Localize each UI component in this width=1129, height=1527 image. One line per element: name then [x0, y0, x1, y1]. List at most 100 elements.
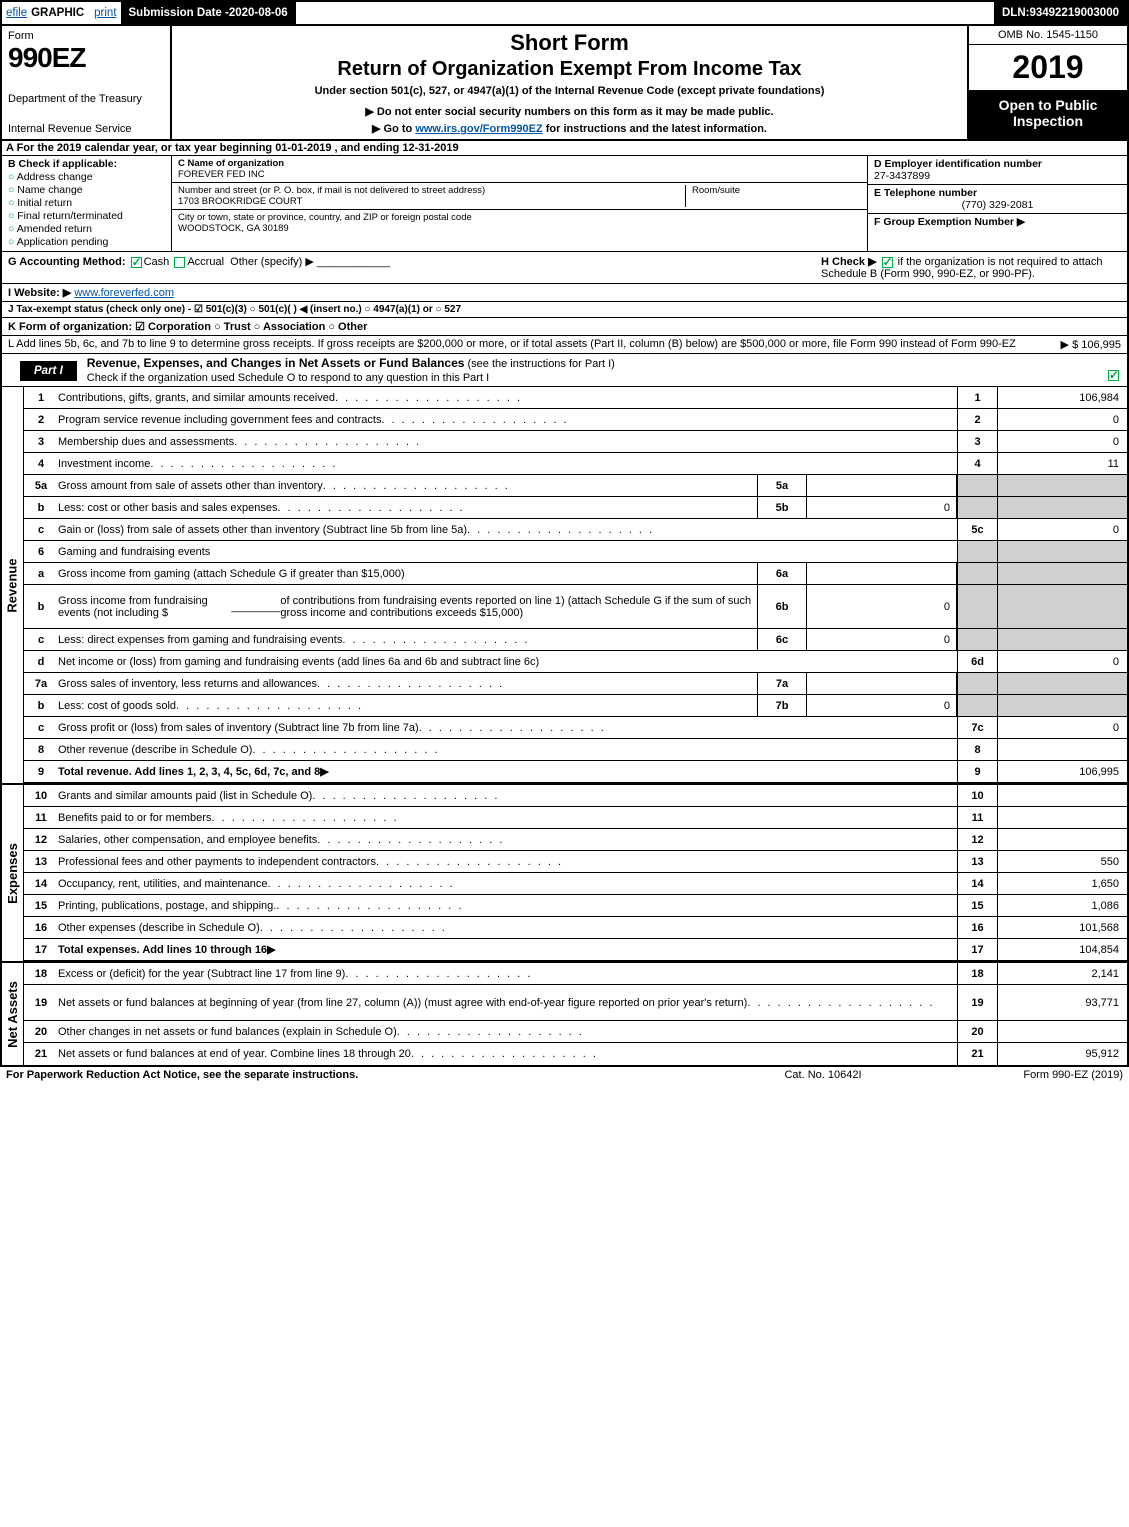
title-short-form: Short Form: [180, 30, 959, 56]
submission-date: Submission Date - 2020-08-06: [121, 2, 296, 24]
tax-year: 2019: [969, 45, 1127, 91]
chk-cash[interactable]: [131, 257, 142, 268]
title-return: Return of Organization Exempt From Incom…: [180, 58, 959, 81]
line-17-text: Total expenses. Add lines 10 through 16: [58, 939, 957, 960]
expenses-block: Expenses 10Grants and similar amounts pa…: [2, 783, 1127, 961]
line-7b-midval: 0: [807, 695, 957, 716]
line-7a-midval: [807, 673, 957, 694]
dept-irs: Internal Revenue Service: [8, 123, 164, 135]
line-5c-text: Gain or (loss) from sale of assets other…: [58, 519, 957, 540]
line-20-val: [997, 1021, 1127, 1042]
room-suite-label: Room/suite: [686, 185, 861, 207]
line-14-val: 1,650: [997, 873, 1127, 894]
note-ssn: ▶ Do not enter social security numbers o…: [180, 105, 959, 118]
irs-link[interactable]: www.irs.gov/Form990EZ: [415, 123, 542, 135]
header-left: Form 990EZ Department of the Treasury In…: [2, 26, 172, 139]
line-6-text: Gaming and fundraising events: [58, 541, 957, 562]
graphic-label: GRAPHIC: [31, 7, 84, 19]
line-15-val: 1,086: [997, 895, 1127, 916]
line-20-text: Other changes in net assets or fund bala…: [58, 1021, 957, 1042]
line-3-val: 0: [997, 431, 1127, 452]
chk-final-return[interactable]: Final return/terminated: [8, 210, 165, 222]
line-4-val: 11: [997, 453, 1127, 474]
tel-cell: E Telephone number (770) 329-2081: [868, 185, 1127, 214]
row-i-website: I Website: ▶ www.foreverfed.com: [2, 284, 1127, 302]
line-12-val: [997, 829, 1127, 850]
subtitle: Under section 501(c), 527, or 4947(a)(1)…: [180, 85, 959, 97]
line-10-val: [997, 785, 1127, 806]
side-expenses: Expenses: [2, 785, 24, 961]
city-label: City or town, state or province, country…: [178, 212, 861, 234]
note-goto-pre: ▶ Go to: [372, 123, 415, 135]
tel-value: (770) 329-2081: [874, 199, 1121, 211]
group-exemption-label: F Group Exemption Number ▶: [874, 216, 1025, 228]
line-4-text: Investment income: [58, 453, 957, 474]
row-l-gross-receipts: L Add lines 5b, 6c, and 7b to line 9 to …: [2, 336, 1127, 354]
line-6d-val: 0: [997, 651, 1127, 672]
chk-schedule-b[interactable]: [882, 257, 893, 268]
side-revenue: Revenue: [2, 387, 24, 783]
page-footer: For Paperwork Reduction Act Notice, see …: [0, 1067, 1129, 1083]
open-inspection: Open to Public Inspection: [969, 91, 1127, 139]
note-goto: ▶ Go to www.irs.gov/Form990EZ for instru…: [180, 122, 959, 135]
chk-name-change[interactable]: Name change: [8, 184, 165, 196]
chk-application-pending[interactable]: Application pending: [8, 236, 165, 248]
efile-link[interactable]: efile: [6, 7, 27, 19]
line-18-val: 2,141: [997, 963, 1127, 984]
line-12-text: Salaries, other compensation, and employ…: [58, 829, 957, 850]
header-center: Short Form Return of Organization Exempt…: [172, 26, 967, 139]
submission-date-label: Submission Date -: [129, 7, 229, 19]
line-2-val: 0: [997, 409, 1127, 430]
line-18-text: Excess or (deficit) for the year (Subtra…: [58, 963, 957, 984]
footer-cat-no: Cat. No. 10642I: [723, 1069, 923, 1081]
line-7c-val: 0: [997, 717, 1127, 738]
submission-date-value: 2020-08-06: [229, 7, 288, 19]
top-bar: efile GRAPHIC print Submission Date - 20…: [2, 2, 1127, 26]
website-link[interactable]: www.foreverfed.com: [74, 287, 174, 299]
line-3-text: Membership dues and assessments: [58, 431, 957, 452]
line-5a-midval: [807, 475, 957, 496]
line-9-val: 106,995: [997, 761, 1127, 782]
line-7c-text: Gross profit or (loss) from sales of inv…: [58, 717, 957, 738]
line-1-val: 106,984: [997, 387, 1127, 408]
line-7b-text: Less: cost of goods sold: [58, 695, 757, 716]
line-6c-text: Less: direct expenses from gaming and fu…: [58, 629, 757, 650]
line-11-val: [997, 807, 1127, 828]
chk-initial-return[interactable]: Initial return: [8, 197, 165, 209]
org-name-label: C Name of organization FOREVER FED INC: [178, 158, 861, 180]
revenue-block: Revenue 1Contributions, gifts, grants, a…: [2, 387, 1127, 783]
line-17-val: 104,854: [997, 939, 1127, 960]
line-5b-text: Less: cost or other basis and sales expe…: [58, 497, 757, 518]
part-1-check-note: Check if the organization used Schedule …: [87, 372, 489, 384]
chk-accrual[interactable]: [174, 257, 185, 268]
chk-part1-schedule-o[interactable]: [1108, 370, 1119, 381]
line-8-text: Other revenue (describe in Schedule O): [58, 739, 957, 760]
row-l-text: L Add lines 5b, 6c, and 7b to line 9 to …: [8, 338, 1061, 351]
tel-label: E Telephone number: [874, 187, 977, 199]
header-right: OMB No. 1545-1150 2019 Open to Public In…: [967, 26, 1127, 139]
omb-number: OMB No. 1545-1150: [969, 26, 1127, 45]
line-13-val: 550: [997, 851, 1127, 872]
print-link[interactable]: print: [94, 7, 116, 19]
chk-amended-return[interactable]: Amended return: [8, 223, 165, 235]
city-value: WOODSTOCK, GA 30189: [178, 223, 289, 234]
street-value: 1703 BROOKRIDGE COURT: [178, 196, 302, 207]
footer-form-ref: Form 990-EZ (2019): [923, 1069, 1123, 1081]
line-6a-midval: [807, 563, 957, 584]
identity-section: B Check if applicable: Address change Na…: [2, 156, 1127, 252]
line-21-text: Net assets or fund balances at end of ye…: [58, 1043, 957, 1065]
line-14-text: Occupancy, rent, utilities, and maintena…: [58, 873, 957, 894]
chk-address-change[interactable]: Address change: [8, 171, 165, 183]
section-a-tax-year: A For the 2019 calendar year, or tax yea…: [2, 141, 1127, 156]
line-19-text: Net assets or fund balances at beginning…: [58, 985, 957, 1020]
line-21-val: 95,912: [997, 1043, 1127, 1065]
part-1-header: Part I Revenue, Expenses, and Changes in…: [2, 354, 1127, 387]
line-8-val: [997, 739, 1127, 760]
part-1-tab: Part I: [20, 361, 77, 381]
dept-treasury: Department of the Treasury: [8, 93, 164, 105]
part-1-title: Revenue, Expenses, and Changes in Net As…: [81, 354, 1127, 386]
line-6b-midval: 0: [807, 585, 957, 628]
accounting-method: G Accounting Method: Cash Accrual Other …: [8, 255, 821, 280]
ein-cell: D Employer identification number 27-3437…: [868, 156, 1127, 185]
ein-label: D Employer identification number: [874, 158, 1042, 170]
